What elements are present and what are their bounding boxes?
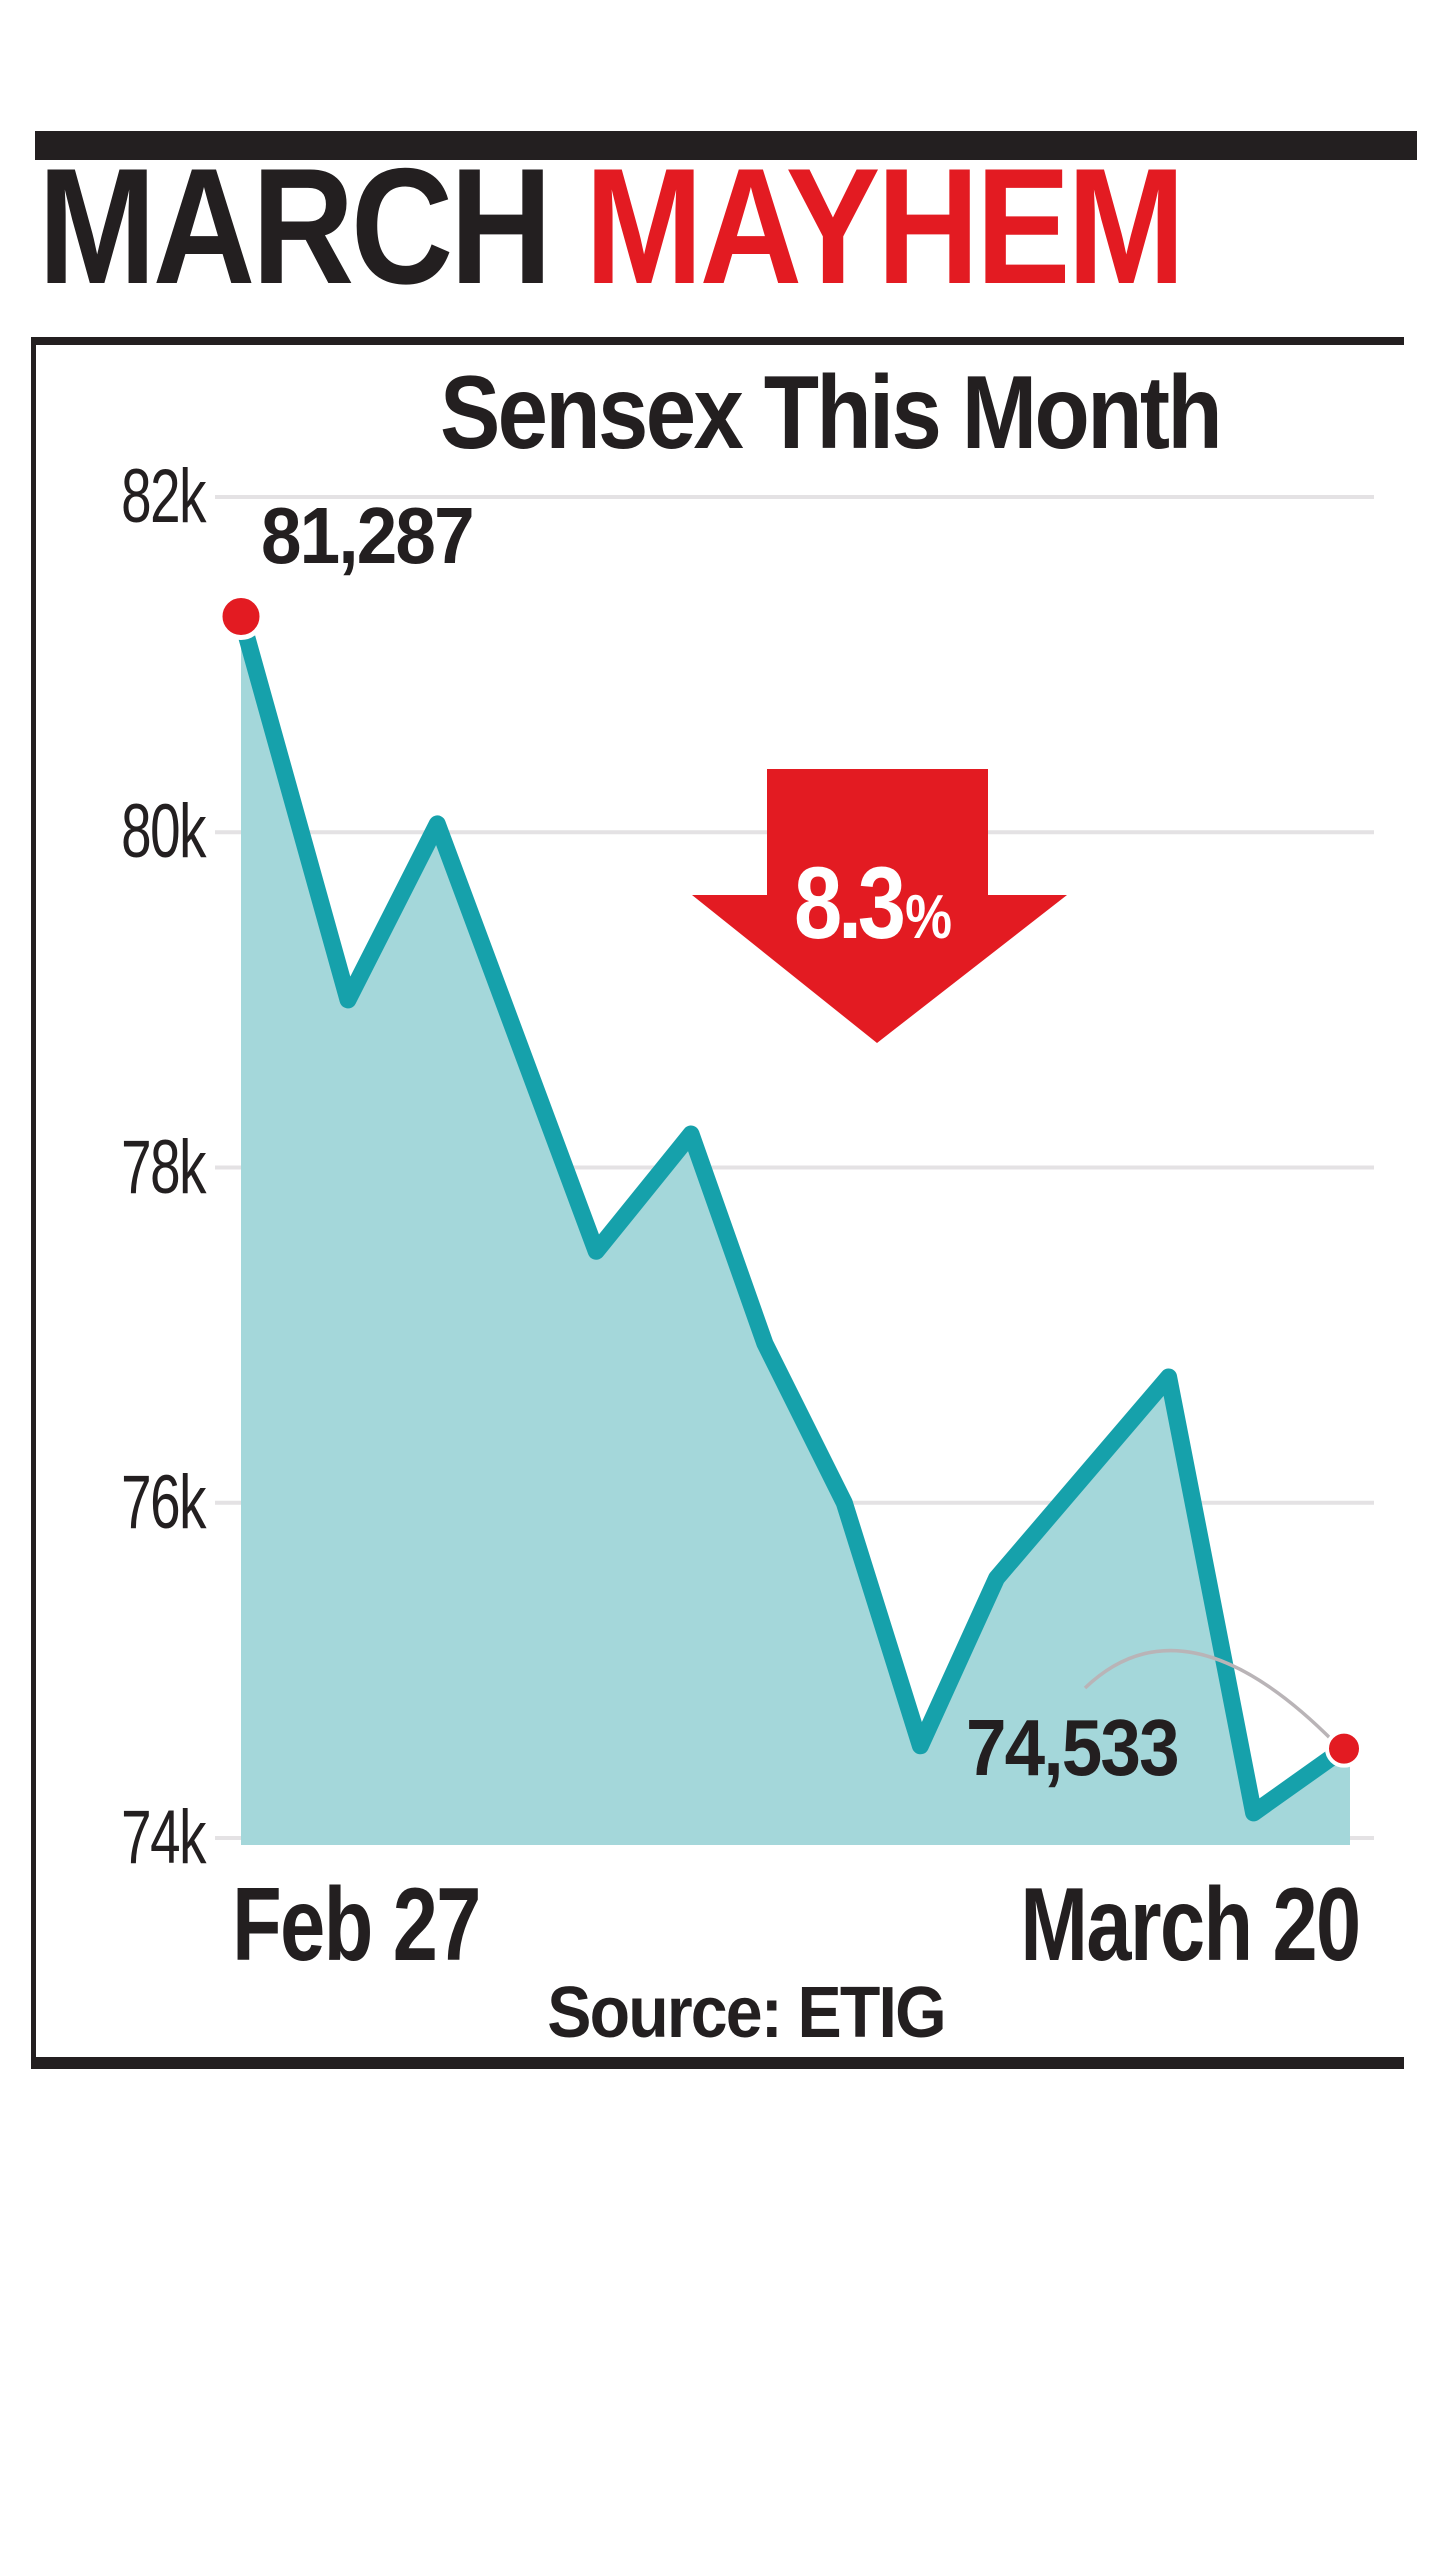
drop-percent-value: 8.3 [793, 846, 906, 960]
y-tick-label-82k: 82k [121, 454, 206, 539]
headline-rule-bar [35, 131, 1417, 160]
start-value-label: 81,287 [261, 490, 475, 580]
drop-percent-label: 8.3 % [794, 852, 952, 954]
chart-card [31, 337, 1404, 2069]
headline-word-mayhem: MAYHEM [584, 134, 1185, 318]
headline-space [549, 134, 585, 318]
page-title: MARCH MAYHEM [38, 139, 1185, 313]
headline-word-march: MARCH [38, 134, 552, 318]
source-credit: Source: ETIG [547, 1973, 946, 2053]
y-tick-label-80k: 80k [121, 789, 206, 875]
y-tick-label-78k: 78k [121, 1124, 206, 1210]
x-axis-label-end: March 20 [1020, 1867, 1361, 1983]
y-tick-label-76k: 76k [121, 1459, 206, 1545]
y-tick-label-74k: 74k [121, 1795, 206, 1880]
chart-title: Sensex This Month [439, 355, 1223, 471]
end-value-label: 74,533 [966, 1702, 1180, 1792]
drop-percent-unit: % [905, 883, 953, 952]
x-axis-label-start: Feb 27 [232, 1867, 481, 1983]
